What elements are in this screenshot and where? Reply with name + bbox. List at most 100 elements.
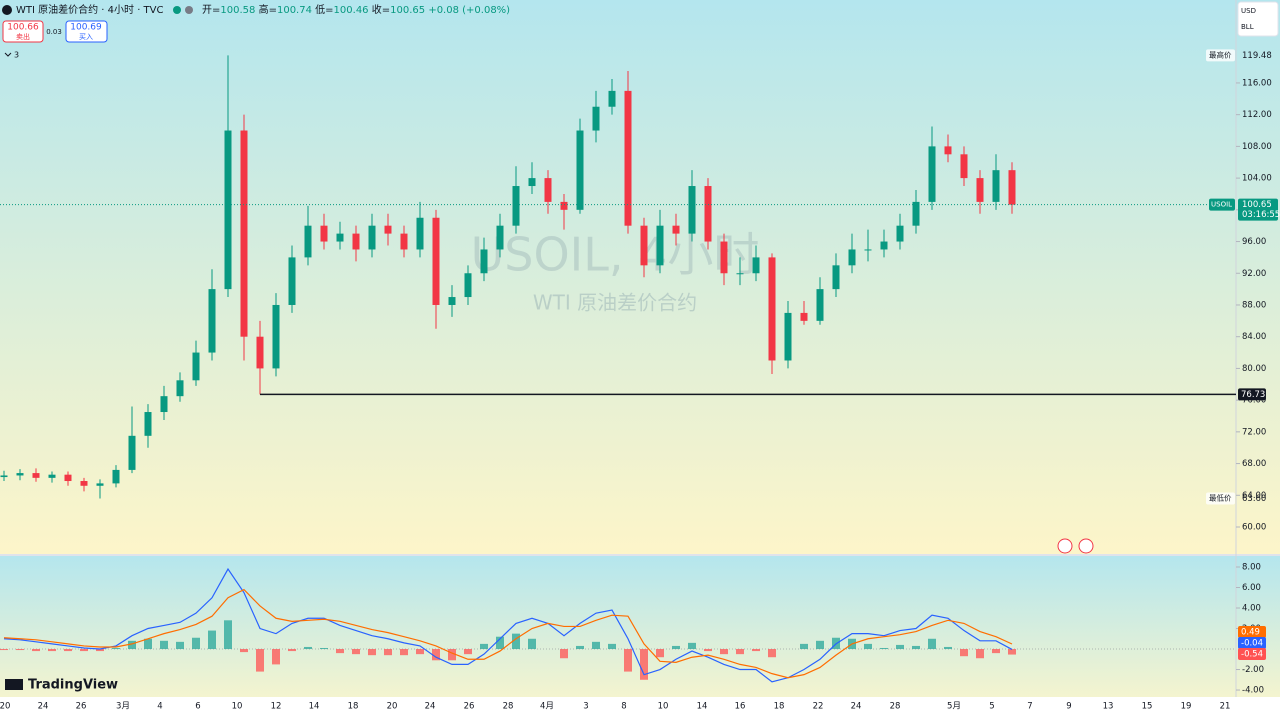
histogram-bar xyxy=(352,649,360,655)
histogram-bar xyxy=(944,646,952,650)
change: +0.08 (+0.08%) xyxy=(428,5,510,16)
candle-body xyxy=(816,289,824,321)
x-tick-label: 18 xyxy=(774,702,785,712)
candle-body xyxy=(976,178,984,202)
x-tick-label: 15 xyxy=(1142,702,1153,712)
candle-body xyxy=(768,257,776,361)
candle-body xyxy=(576,130,584,210)
candle-body xyxy=(320,225,328,242)
candle-body xyxy=(112,469,120,484)
candle-body xyxy=(848,249,856,266)
candle-body xyxy=(448,297,456,305)
extreme-name-box xyxy=(1206,49,1235,62)
candle-body xyxy=(560,201,568,210)
candle-body xyxy=(736,273,744,275)
candle-body xyxy=(160,396,168,413)
histogram-bar xyxy=(880,647,888,650)
candle-body xyxy=(864,249,872,251)
ohlc-label: 收= xyxy=(372,3,390,16)
candle-body xyxy=(704,186,712,242)
histogram-bar xyxy=(160,640,168,650)
candle-body xyxy=(1008,170,1016,205)
indicators-toggle[interactable]: 3 xyxy=(14,51,19,60)
candle-body xyxy=(80,481,88,486)
extreme-value: 119.48 xyxy=(1242,51,1272,61)
candle-body xyxy=(304,225,312,258)
y-tick-label: 68.00 xyxy=(1242,459,1266,469)
watermark-name: WTI 原油差价合约 xyxy=(533,291,697,315)
histogram-bar xyxy=(400,649,408,656)
y-tick-label: 92.00 xyxy=(1242,269,1266,279)
histogram-bar xyxy=(704,649,712,652)
candle-body xyxy=(640,225,648,266)
candle-body xyxy=(720,241,728,274)
event-flag[interactable] xyxy=(1057,538,1073,554)
candle-body xyxy=(944,146,952,155)
status-dot xyxy=(173,6,181,14)
candle-body xyxy=(176,380,184,397)
x-tick-label: 16 xyxy=(735,702,746,712)
y-tick-label: 108.00 xyxy=(1242,142,1272,152)
candle-body xyxy=(992,170,1000,202)
ohlc-label: 开= xyxy=(202,5,220,16)
x-tick-label: 12 xyxy=(271,702,282,712)
histogram-bar xyxy=(240,649,248,653)
currency-box[interactable] xyxy=(1237,1,1279,37)
histogram-bar xyxy=(864,643,872,650)
x-tick-label: 26 xyxy=(76,702,87,712)
extreme-name: 最高价 xyxy=(1209,49,1232,59)
event-flag[interactable] xyxy=(1078,538,1094,554)
ohlc-value: 100.74 xyxy=(277,5,312,16)
candle-body xyxy=(656,225,664,266)
candle-body xyxy=(688,186,696,234)
x-tick-label: 26 xyxy=(464,702,475,712)
candle-body xyxy=(528,178,536,187)
macd-value: -0.04 xyxy=(1241,639,1263,649)
histogram-bar xyxy=(1008,649,1016,655)
histogram-bar xyxy=(176,641,184,650)
histogram-bar xyxy=(560,649,568,659)
histogram-bar xyxy=(960,649,968,657)
histogram-bar xyxy=(896,644,904,650)
histogram-bar xyxy=(80,649,88,652)
y-tick-label: 64.00 xyxy=(1242,491,1266,501)
histogram-bar xyxy=(64,649,72,652)
y-tick-label: 80.00 xyxy=(1242,364,1266,374)
histogram-bar xyxy=(496,636,504,650)
candle-body xyxy=(896,225,904,242)
macd-value-box xyxy=(1238,626,1266,638)
ohlc-label: 低= xyxy=(315,3,333,16)
histogram-bar xyxy=(368,649,376,656)
histogram-bar xyxy=(304,646,312,650)
x-tick-label: 13 xyxy=(1103,702,1114,712)
histogram-bar xyxy=(816,640,824,650)
buy-button[interactable] xyxy=(65,20,108,43)
candle-body xyxy=(384,225,392,234)
y-tick-label: -4.00 xyxy=(1242,686,1264,696)
histogram-bar xyxy=(256,649,264,672)
candle-body xyxy=(432,217,440,305)
candle-body xyxy=(336,233,344,242)
candle-body xyxy=(416,217,424,250)
candle-body xyxy=(592,106,600,131)
histogram-bar xyxy=(800,643,808,650)
histogram-bar xyxy=(224,620,232,650)
sell-button[interactable] xyxy=(2,20,44,43)
x-tick-label: 5 xyxy=(989,702,994,712)
x-tick-label: 28 xyxy=(890,702,901,712)
histogram-bar xyxy=(208,630,216,650)
x-tick-label: 3 xyxy=(583,702,588,712)
candle-body xyxy=(64,474,72,482)
candle-body xyxy=(208,289,216,353)
level-label-box xyxy=(1238,388,1266,401)
currency: USD xyxy=(1241,7,1256,15)
histogram-bar xyxy=(736,649,744,655)
spread: 0.03 xyxy=(46,28,62,36)
histogram-bar xyxy=(144,638,152,650)
x-tick-label: 21 xyxy=(1220,702,1231,712)
y-tick-label: 104.00 xyxy=(1242,174,1272,184)
candle-body xyxy=(624,90,632,226)
macd-line xyxy=(3,567,1013,683)
histogram-bar xyxy=(928,638,936,650)
